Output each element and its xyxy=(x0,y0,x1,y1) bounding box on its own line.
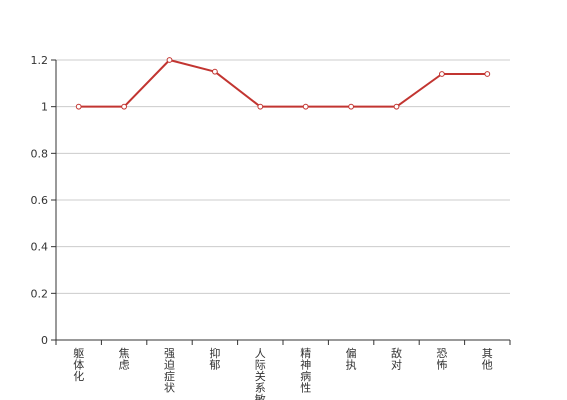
x-tick-label: 精神病性 xyxy=(300,347,311,395)
x-tick-label: 敌对 xyxy=(391,346,402,372)
data-point[interactable] xyxy=(393,103,400,110)
data-point[interactable] xyxy=(121,103,127,110)
y-tick-label: 0 xyxy=(41,334,48,347)
x-tick-label: 强迫症状 xyxy=(164,347,175,395)
x-tick-label: 抑郁 xyxy=(209,346,220,372)
data-point[interactable] xyxy=(212,68,218,75)
data-point[interactable] xyxy=(166,57,173,63)
y-tick-label: 0.2 xyxy=(31,287,49,300)
y-tick-label: 1 xyxy=(41,101,48,114)
data-point[interactable] xyxy=(302,103,309,110)
gridlines xyxy=(56,59,510,294)
data-point[interactable] xyxy=(439,71,445,77)
x-axis-ticks: 躯体化 焦虑 强迫症状 抑郁 人际关系敏感 精神病性 偏执 敌对 恐怖 其他 xyxy=(55,340,511,400)
data-point[interactable] xyxy=(348,103,355,110)
data-point[interactable] xyxy=(484,71,491,77)
x-tick-label: 恐怖 xyxy=(436,347,447,372)
y-tick-label: 0.4 xyxy=(31,241,49,254)
y-tick-label: 0.6 xyxy=(31,194,49,207)
x-tick-label: 焦虑 xyxy=(119,347,130,372)
y-tick-label: 0.8 xyxy=(31,147,49,160)
x-tick-label: 其他 xyxy=(482,347,493,372)
y-tick-label: 1.2 xyxy=(31,54,49,67)
y-axis-ticks: 0 0.2 0.4 0.6 0.8 1 1.2 xyxy=(31,54,56,347)
x-tick-label: 躯体化 xyxy=(73,347,84,383)
x-tick-label: 偏执 xyxy=(346,346,357,372)
data-points xyxy=(75,57,491,110)
data-point[interactable] xyxy=(257,103,264,110)
series-line xyxy=(78,59,488,108)
data-point[interactable] xyxy=(75,103,82,110)
series-layer xyxy=(78,59,488,108)
x-tick-label: 人际关系敏感 xyxy=(255,347,266,400)
